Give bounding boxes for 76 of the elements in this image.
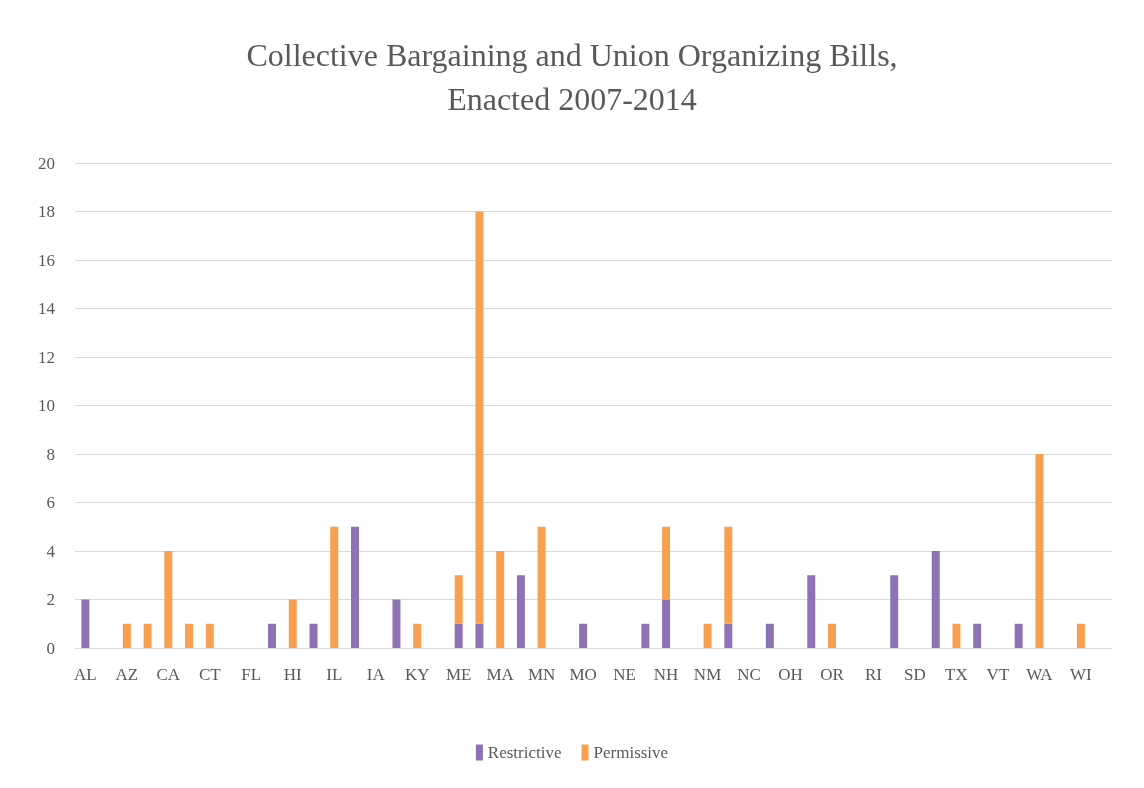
legend-label: Restrictive	[487, 743, 562, 762]
bar	[454, 575, 463, 624]
bar	[724, 526, 733, 624]
bar	[703, 623, 712, 648]
bar	[81, 599, 90, 648]
x-tick-label: MO	[569, 665, 597, 684]
x-tick-label: KY	[404, 665, 430, 684]
bar	[807, 575, 816, 648]
y-tick-label: 18	[38, 202, 55, 221]
x-tick-label: NE	[613, 665, 636, 684]
bar	[143, 623, 152, 648]
bar	[205, 623, 214, 648]
x-tick-label: MA	[486, 665, 515, 684]
bar	[973, 623, 982, 648]
chart-title: Collective Bargaining and Union Organizing Bills, Enacted 2007-2014	[246, 37, 898, 117]
x-tick-label: OH	[778, 665, 803, 684]
bar	[579, 623, 588, 648]
bar	[413, 623, 422, 648]
bar	[662, 526, 671, 600]
x-tick-label: OR	[820, 665, 845, 684]
y-tick-label: 4	[46, 541, 56, 561]
bar	[952, 623, 961, 648]
x-tick-label: NH	[653, 665, 679, 684]
y-tick-label: 6	[46, 493, 55, 512]
y-tick-label: 20	[38, 153, 55, 173]
y-tick-label: 10	[38, 396, 55, 415]
bar	[454, 623, 463, 648]
bar	[641, 623, 650, 648]
bar	[392, 599, 401, 648]
x-tick-label: AZ	[115, 665, 139, 684]
bar	[724, 623, 733, 648]
bar	[1035, 454, 1044, 648]
x-tick-label: IL	[326, 665, 343, 684]
x-tick-label: MN	[527, 665, 556, 684]
x-tick-label: TX	[945, 665, 968, 684]
x-tick-label: NC	[737, 665, 761, 684]
bar	[164, 551, 173, 648]
bar	[309, 623, 318, 648]
x-tick-label: CA	[156, 665, 181, 684]
bar	[122, 623, 131, 648]
x-tick-label: VT	[986, 665, 1010, 684]
x-tick-label: IA	[366, 665, 386, 684]
bar	[185, 623, 194, 648]
x-tick-label: FL	[241, 665, 262, 684]
x-tick-label: SD	[904, 665, 926, 684]
y-tick-label: 2	[46, 590, 55, 609]
bar	[1014, 623, 1023, 648]
y-tick-label: 14	[38, 299, 56, 318]
y-tick-label: 12	[38, 347, 55, 367]
x-tick-label: RI	[864, 665, 883, 684]
bar	[1076, 623, 1085, 648]
bar	[516, 575, 525, 648]
bar	[890, 575, 899, 648]
x-tick-label: HI	[283, 665, 303, 684]
x-tick-label: WA	[1026, 665, 1054, 684]
y-tick-label: 0	[46, 638, 55, 658]
bar	[268, 623, 277, 648]
bar	[475, 623, 484, 648]
y-tick-label: 16	[38, 250, 55, 270]
bar	[765, 623, 774, 648]
bar	[350, 526, 359, 648]
bar	[330, 526, 339, 648]
bar	[496, 551, 505, 648]
x-tick-label: NM	[693, 665, 722, 684]
bar	[288, 599, 297, 648]
bar	[828, 623, 837, 648]
x-tick-label: CT	[198, 665, 222, 684]
x-tick-label: ME	[445, 665, 472, 684]
bar	[475, 211, 484, 624]
y-tick-label: 8	[46, 444, 55, 464]
x-tick-label: AL	[74, 665, 97, 684]
x-tick-label: WI	[1070, 665, 1093, 684]
bar	[537, 526, 546, 648]
legend-label: Permissive	[593, 743, 669, 762]
bar	[662, 599, 671, 648]
bar	[931, 551, 940, 648]
